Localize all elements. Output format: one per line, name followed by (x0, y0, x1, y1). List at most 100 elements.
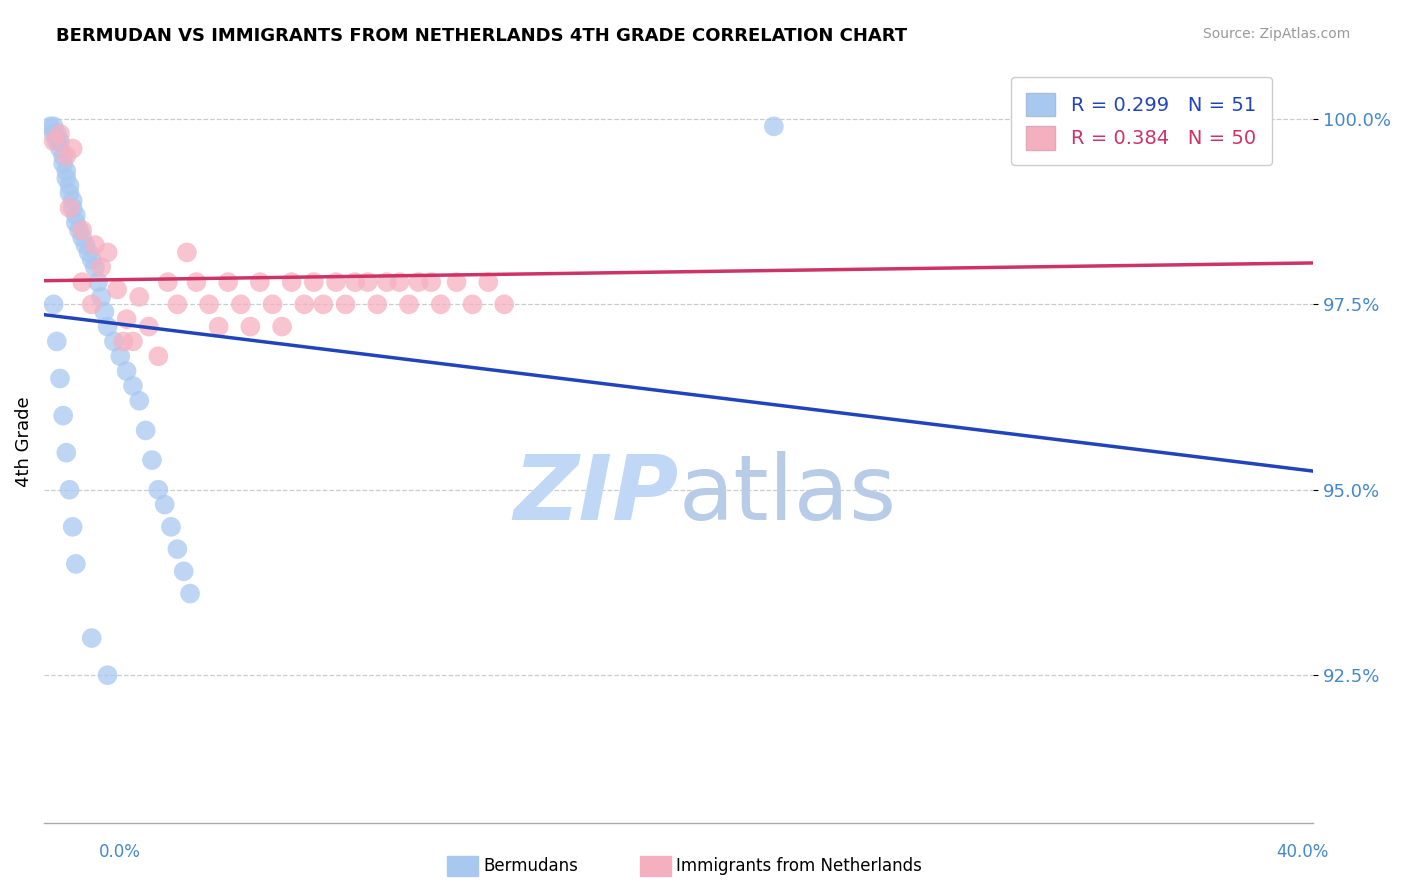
Point (42, 127, 65, 141)
Point (58, 483, 80, 497)
Point (70, 223, 93, 237)
Point (292, 297, 315, 311)
Point (166, 297, 188, 311)
Point (388, 275, 411, 289)
Point (90, 260, 112, 275)
Text: Source: ZipAtlas.com: Source: ZipAtlas.com (1202, 27, 1350, 41)
Point (398, 297, 420, 311)
Point (58, 178, 80, 193)
Point (229, 297, 252, 311)
Point (207, 319, 229, 334)
Point (262, 297, 284, 311)
Point (477, 275, 499, 289)
Point (62, 520, 84, 534)
Point (45, 127, 67, 141)
Point (90, 290, 112, 304)
Point (312, 297, 335, 311)
Point (70, 275, 93, 289)
Text: atlas: atlas (679, 451, 897, 539)
Point (135, 424, 157, 438)
Point (357, 275, 380, 289)
Point (302, 275, 325, 289)
Point (80, 631, 103, 645)
Point (49, 371, 72, 385)
Point (335, 297, 357, 311)
Point (45, 134, 67, 148)
Point (153, 498, 176, 512)
Point (83, 260, 105, 275)
Legend: R = 0.299   N = 51, R = 0.384   N = 50: R = 0.299 N = 51, R = 0.384 N = 50 (1011, 77, 1272, 165)
Point (122, 334, 145, 349)
Point (128, 290, 150, 304)
Point (42, 120, 65, 134)
Point (408, 275, 430, 289)
Point (42, 297, 65, 311)
Point (148, 483, 170, 497)
Point (110, 349, 132, 363)
Point (42, 134, 65, 148)
Point (83, 238, 105, 252)
Point (138, 319, 160, 334)
Point (49, 134, 72, 148)
Point (429, 297, 451, 311)
Point (217, 275, 239, 289)
Point (75, 238, 97, 252)
Point (87, 275, 110, 289)
Point (97, 245, 120, 260)
Point (166, 542, 188, 557)
Point (198, 297, 221, 311)
Point (280, 275, 302, 289)
Point (173, 564, 195, 578)
Point (271, 319, 294, 334)
Point (49, 127, 72, 141)
Point (179, 586, 201, 600)
Point (52, 149, 75, 163)
Point (494, 297, 516, 311)
Text: ZIP: ZIP (513, 451, 679, 539)
Point (55, 164, 77, 178)
Point (239, 319, 262, 334)
Point (186, 275, 208, 289)
Point (55, 445, 77, 459)
Point (325, 275, 347, 289)
Point (39, 120, 62, 134)
Text: 0.0%: 0.0% (98, 843, 141, 861)
Point (58, 201, 80, 215)
Point (70, 230, 93, 244)
Point (112, 334, 135, 349)
Point (65, 557, 87, 571)
Point (122, 379, 145, 393)
Point (67, 223, 90, 237)
Point (249, 275, 271, 289)
Point (62, 194, 84, 208)
Point (366, 297, 388, 311)
Text: Bermudans: Bermudans (484, 857, 578, 875)
Point (52, 409, 75, 423)
Point (762, 120, 785, 134)
Point (115, 364, 138, 378)
Point (80, 297, 103, 311)
Point (148, 349, 170, 363)
Point (45, 334, 67, 349)
Point (77, 245, 100, 260)
Point (65, 208, 87, 222)
Text: Immigrants from Netherlands: Immigrants from Netherlands (676, 857, 922, 875)
Point (128, 393, 150, 408)
Point (461, 297, 484, 311)
Point (62, 142, 84, 156)
Point (160, 520, 183, 534)
Point (58, 186, 80, 200)
Point (55, 149, 77, 163)
Point (62, 201, 84, 215)
Text: BERMUDAN VS IMMIGRANTS FROM NETHERLANDS 4TH GRADE CORRELATION CHART: BERMUDAN VS IMMIGRANTS FROM NETHERLANDS … (56, 27, 907, 45)
Point (344, 275, 367, 289)
Point (115, 312, 138, 326)
Point (97, 668, 120, 682)
Point (80, 252, 103, 267)
FancyBboxPatch shape (447, 856, 478, 876)
Point (65, 216, 87, 230)
Point (176, 245, 198, 260)
Point (93, 305, 115, 319)
FancyBboxPatch shape (640, 856, 671, 876)
Point (49, 142, 72, 156)
